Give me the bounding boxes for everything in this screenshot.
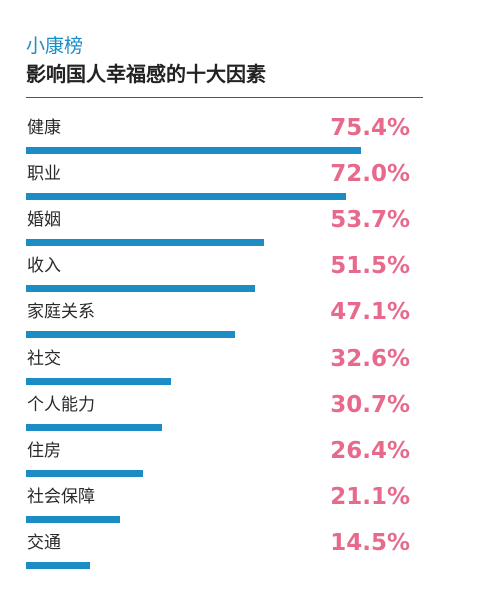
category-label: 社会保障	[27, 486, 95, 507]
value-label: 30.7%	[330, 391, 410, 418]
bar	[26, 423, 163, 431]
category-label: 个人能力	[27, 394, 95, 415]
category-label: 健康	[27, 118, 61, 138]
category-label: 婚姻	[27, 210, 61, 231]
bar	[26, 331, 236, 339]
bar-row: 婚姻 53.7%	[0, 202, 484, 248]
bar	[26, 193, 346, 201]
bar	[26, 515, 120, 523]
value-label: 26.4%	[330, 437, 410, 464]
value-label: 53.7%	[330, 207, 410, 234]
bar-chart: 健康 75.4% 职业 72.0% 婚姻 53.7% 收入 51.5% 家庭关系 47.1% 社交 3…	[0, 100, 484, 580]
bar	[26, 147, 361, 154]
bar-row: 职业 72.0%	[0, 156, 484, 202]
bar	[26, 377, 171, 385]
bar-row: 社会保障 21.1%	[0, 479, 484, 525]
bar-row: 健康 75.4%	[0, 110, 484, 156]
value-label: 72.0%	[330, 161, 410, 188]
value-label: 51.5%	[330, 253, 410, 280]
bar	[26, 561, 91, 569]
category-label: 家庭关系	[27, 302, 95, 323]
category-label: 交通	[27, 532, 61, 553]
category-label: 职业	[27, 164, 61, 185]
chart-title: 影响国人幸福感的十大因素	[26, 62, 266, 86]
value-label: 32.6%	[330, 345, 410, 372]
bar-row: 家庭关系 47.1%	[0, 294, 484, 340]
bar-row: 交通 14.5%	[0, 525, 484, 571]
bar-row: 社交 32.6%	[0, 341, 484, 387]
bar	[26, 239, 265, 247]
value-label: 47.1%	[330, 299, 410, 326]
bar-row: 个人能力 30.7%	[0, 387, 484, 433]
category-label: 社交	[27, 348, 61, 369]
title-divider	[26, 97, 423, 98]
category-label: 住房	[27, 440, 61, 461]
value-label: 75.4%	[330, 115, 410, 141]
section-kicker: 小康榜	[26, 35, 84, 57]
bar	[26, 469, 144, 477]
bar-row: 住房 26.4%	[0, 433, 484, 479]
bar	[26, 285, 255, 293]
value-label: 21.1%	[330, 483, 410, 510]
value-label: 14.5%	[330, 529, 410, 556]
bar-row: 收入 51.5%	[0, 248, 484, 294]
category-label: 收入	[27, 256, 61, 277]
